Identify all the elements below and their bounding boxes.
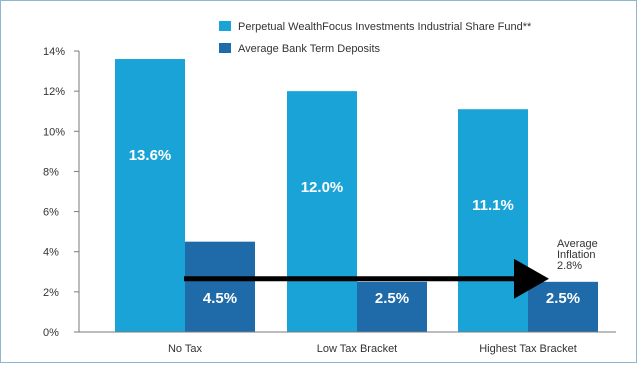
y-axis: 0% 2% 4% 6% 8% 10% 12% 14% <box>43 46 79 339</box>
legend-label-2: Average Bank Term Deposits <box>238 43 381 55</box>
bar-series2-low-tax-bracket <box>357 281 427 332</box>
legend-label-1: Perpetual WealthFocus Investments Indust… <box>238 21 532 33</box>
legend-swatch-2 <box>219 43 231 53</box>
y-tick-label: 6% <box>43 207 59 219</box>
x-axis: No Tax Low Tax Bracket Highest Tax Bracket <box>78 51 616 355</box>
y-tick-label: 2% <box>43 287 59 299</box>
data-label: 11.1% <box>472 197 514 214</box>
data-label: 2.5% <box>546 290 580 307</box>
legend-swatch-1 <box>219 21 231 31</box>
data-label: 4.5% <box>203 290 237 307</box>
legend: Perpetual WealthFocus Investments Indust… <box>219 21 532 55</box>
y-tick-label: 8% <box>43 166 59 178</box>
y-tick-label: 12% <box>43 86 65 98</box>
bar-series2-no-tax <box>185 241 255 332</box>
x-category-label: No Tax <box>168 343 203 355</box>
bar-series1-highest-tax-bracket <box>458 109 528 332</box>
data-label: 2.5% <box>375 290 409 307</box>
bars: 13.6% 12.0% 11.1% 4.5% 2.5% 2.5% <box>115 59 598 333</box>
inflation-annotation-line: Inflation <box>557 249 596 261</box>
data-label: 13.6% <box>129 147 172 164</box>
inflation-annotation-line: 2.8% <box>557 260 582 272</box>
bar-series1-no-tax <box>115 59 185 333</box>
x-category-label: Highest Tax Bracket <box>479 343 577 355</box>
bar-series1-low-tax-bracket <box>287 91 357 333</box>
y-tick-label: 0% <box>43 327 59 339</box>
data-label: 12.0% <box>301 179 344 196</box>
y-tick-label: 14% <box>43 46 65 58</box>
y-tick-label: 10% <box>43 126 65 138</box>
inflation-annotation-line: Average <box>557 238 598 250</box>
y-tick-label: 4% <box>43 247 59 259</box>
x-category-label: Low Tax Bracket <box>317 343 398 355</box>
